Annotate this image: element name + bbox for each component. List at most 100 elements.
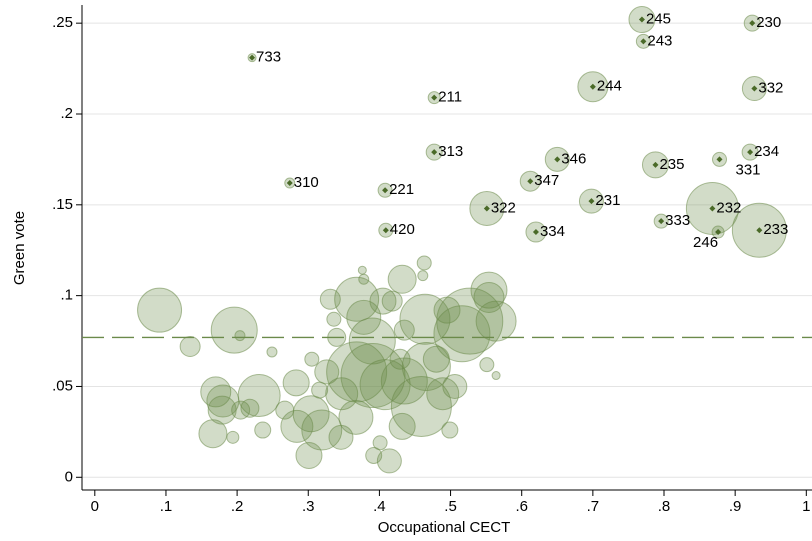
bubble [441, 421, 459, 439]
point-label: 733 [256, 49, 281, 66]
point-label: 245 [646, 11, 671, 28]
bubble [442, 373, 468, 399]
point-marker [709, 205, 716, 212]
point-label: 333 [665, 212, 690, 229]
x-tick-label: 1 [802, 498, 810, 515]
bubble [311, 381, 329, 399]
point-marker [640, 38, 647, 45]
point-marker [431, 149, 438, 156]
bubble [399, 293, 451, 345]
point-label: 244 [597, 78, 622, 95]
bubble [479, 357, 495, 373]
bubble [280, 409, 314, 443]
bubble [198, 419, 228, 449]
bubble [266, 346, 278, 358]
x-tick-label: .9 [729, 498, 742, 515]
point-marker [527, 178, 534, 185]
bubble [491, 371, 501, 381]
point-marker [588, 198, 595, 205]
bubble [426, 377, 460, 411]
point-label: 310 [294, 174, 319, 191]
bubble [179, 335, 201, 357]
point-marker [715, 229, 722, 236]
x-tick-label: .5 [444, 498, 457, 515]
point-label: 230 [756, 14, 781, 31]
point-marker [749, 20, 756, 27]
bubble [301, 409, 343, 451]
point-label: 313 [438, 143, 463, 160]
point-marker [638, 16, 645, 23]
x-axis-title: Occupational CECT [378, 519, 511, 536]
point-marker [751, 85, 758, 92]
point-marker [249, 54, 256, 61]
point-label: 420 [390, 221, 415, 238]
point-marker [747, 149, 754, 156]
point-marker [286, 180, 293, 187]
y-tick-label: .25 [52, 14, 73, 31]
bubble [388, 412, 416, 440]
y-tick-label: .05 [52, 377, 73, 394]
point-label: 221 [389, 181, 414, 198]
x-tick-label: .4 [373, 498, 386, 515]
point-label: 234 [754, 143, 779, 160]
bubble [387, 264, 417, 294]
x-tick-label: .1 [160, 498, 173, 515]
bubble [254, 421, 272, 439]
bubble [416, 255, 432, 271]
point-marker [554, 156, 561, 163]
bubble [226, 430, 240, 444]
point-label: 246 [693, 234, 718, 251]
point-label: 334 [540, 223, 565, 240]
point-marker [532, 229, 539, 236]
point-marker [589, 83, 596, 90]
bubble [231, 400, 251, 420]
bubble [470, 271, 508, 309]
point-label: 231 [595, 192, 620, 209]
x-tick-label: .8 [658, 498, 671, 515]
x-tick-label: 0 [91, 498, 99, 515]
bubble [304, 351, 320, 367]
y-tick-label: 0 [65, 468, 73, 485]
x-tick-label: .6 [515, 498, 528, 515]
point-label: 332 [758, 80, 783, 97]
point-label: 331 [736, 161, 761, 178]
point-marker [483, 205, 490, 212]
bubble [338, 399, 374, 435]
point-label: 346 [561, 150, 586, 167]
bubble [357, 265, 367, 275]
x-tick-label: .3 [302, 498, 315, 515]
point-label: 233 [763, 221, 788, 238]
bubble [326, 311, 342, 327]
bubble [295, 441, 323, 469]
point-label: 243 [647, 32, 672, 49]
point-marker [658, 218, 665, 225]
x-tick-label: .2 [231, 498, 244, 515]
bubble [334, 276, 380, 322]
bubble [292, 395, 330, 433]
bubble [137, 287, 183, 333]
bubble [376, 448, 402, 474]
bubble [372, 435, 388, 451]
bubble [210, 306, 258, 354]
point-marker [716, 156, 723, 163]
y-tick-label: .15 [52, 196, 73, 213]
point-label: 235 [659, 156, 684, 173]
bubbles [137, 6, 787, 474]
bubble [200, 376, 232, 408]
bubble [207, 395, 237, 425]
bubble [390, 375, 452, 437]
bubble [234, 330, 246, 342]
point-label: 211 [438, 89, 462, 106]
point-label: 322 [491, 199, 516, 216]
bubble [326, 341, 388, 403]
bubble [475, 300, 517, 342]
bubble [417, 270, 429, 282]
y-tick-label: .2 [60, 105, 73, 122]
y-axis-title: Green vote [11, 211, 28, 285]
point-marker [382, 227, 389, 234]
bubble [381, 290, 403, 312]
y-tick-label: .1 [60, 287, 73, 304]
point-label: 232 [716, 199, 741, 216]
bubble [358, 273, 370, 285]
